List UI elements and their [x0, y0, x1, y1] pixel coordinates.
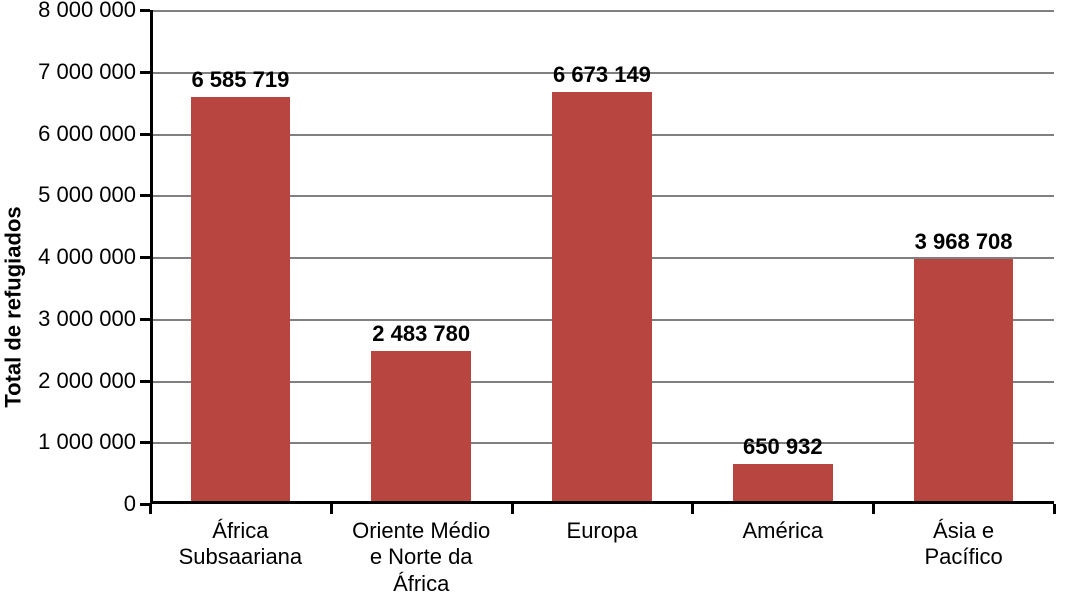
- x-axis-label: América: [693, 518, 873, 544]
- bar-value-label: 3 968 708: [915, 229, 1013, 255]
- gridline: [150, 10, 1054, 12]
- x-axis-label: ÁfricaSubsaariana: [150, 518, 330, 571]
- bar: 2 483 780: [371, 351, 470, 504]
- y-tick-label: 2 000 000: [38, 368, 150, 394]
- refugees-bar-chart: Total de refugiados 01 000 0002 000 0003…: [0, 0, 1074, 614]
- x-axis-labels: ÁfricaSubsaarianaOriente Médioe Norte da…: [150, 510, 1054, 614]
- bar-value-label: 6 673 149: [553, 62, 651, 88]
- x-axis-label: Ásia ePacífico: [874, 518, 1054, 571]
- bar-value-label: 6 585 719: [191, 67, 289, 93]
- y-tick-label: 6 000 000: [38, 121, 150, 147]
- x-axis-line: [150, 501, 1054, 504]
- x-axis-label: Oriente Médioe Norte daÁfrica: [331, 518, 511, 597]
- plot-inner: 01 000 0002 000 0003 000 0004 000 0005 0…: [150, 10, 1054, 504]
- bar: 6 673 149: [552, 92, 651, 504]
- y-tick-label: 3 000 000: [38, 306, 150, 332]
- y-tick-label: 8 000 000: [38, 0, 150, 23]
- y-tick-label: 7 000 000: [38, 59, 150, 85]
- y-tick-label: 4 000 000: [38, 244, 150, 270]
- bar-value-label: 650 932: [743, 434, 823, 460]
- bar: 3 968 708: [914, 259, 1013, 504]
- y-axis-line: [150, 10, 153, 504]
- y-tick-label: 1 000 000: [38, 429, 150, 455]
- bar-value-label: 2 483 780: [372, 321, 470, 347]
- bar: 650 932: [733, 464, 832, 504]
- y-axis-title-container: Total de refugiados: [0, 0, 28, 614]
- plot-area: 01 000 0002 000 0003 000 0004 000 0005 0…: [150, 10, 1054, 504]
- y-tick-label: 0: [124, 491, 150, 517]
- y-axis-title: Total de refugiados: [1, 206, 27, 407]
- y-tick-label: 5 000 000: [38, 182, 150, 208]
- x-axis-label: Europa: [512, 518, 692, 544]
- bar: 6 585 719: [191, 97, 290, 504]
